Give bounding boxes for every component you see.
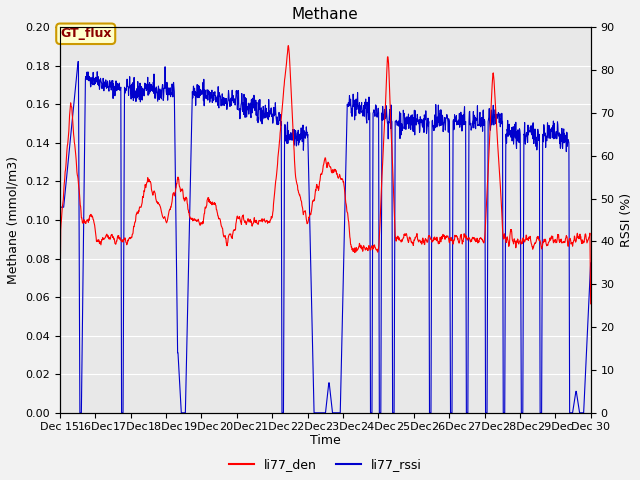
- X-axis label: Time: Time: [310, 434, 340, 447]
- li77_rssi: [74, 59, 82, 64]
- li77_den: [587, 301, 595, 307]
- Line: li77_den: li77_den: [60, 46, 591, 307]
- li77_rssi: [587, 260, 595, 266]
- Y-axis label: RSSI (%): RSSI (%): [620, 193, 633, 247]
- li77_den: [234, 213, 241, 219]
- Legend: li77_den, li77_rssi: li77_den, li77_rssi: [224, 453, 427, 476]
- li77_rssi: [525, 132, 532, 138]
- li77_rssi: [234, 101, 242, 107]
- li77_den: [524, 236, 532, 242]
- li77_rssi: [162, 81, 170, 87]
- Text: GT_flux: GT_flux: [60, 27, 111, 40]
- li77_rssi: [408, 112, 416, 118]
- Title: Methane: Methane: [292, 7, 358, 22]
- li77_den: [477, 236, 485, 241]
- li77_rssi: [56, 204, 64, 210]
- li77_den: [174, 174, 182, 180]
- li77_rssi: [175, 363, 182, 369]
- Line: li77_rssi: li77_rssi: [60, 61, 591, 413]
- li77_den: [56, 304, 64, 310]
- li77_den: [284, 43, 292, 48]
- Y-axis label: Methane (mmol/m3): Methane (mmol/m3): [7, 156, 20, 284]
- li77_den: [408, 239, 415, 245]
- li77_rssi: [76, 410, 84, 416]
- li77_rssi: [477, 122, 485, 128]
- li77_den: [161, 215, 169, 221]
